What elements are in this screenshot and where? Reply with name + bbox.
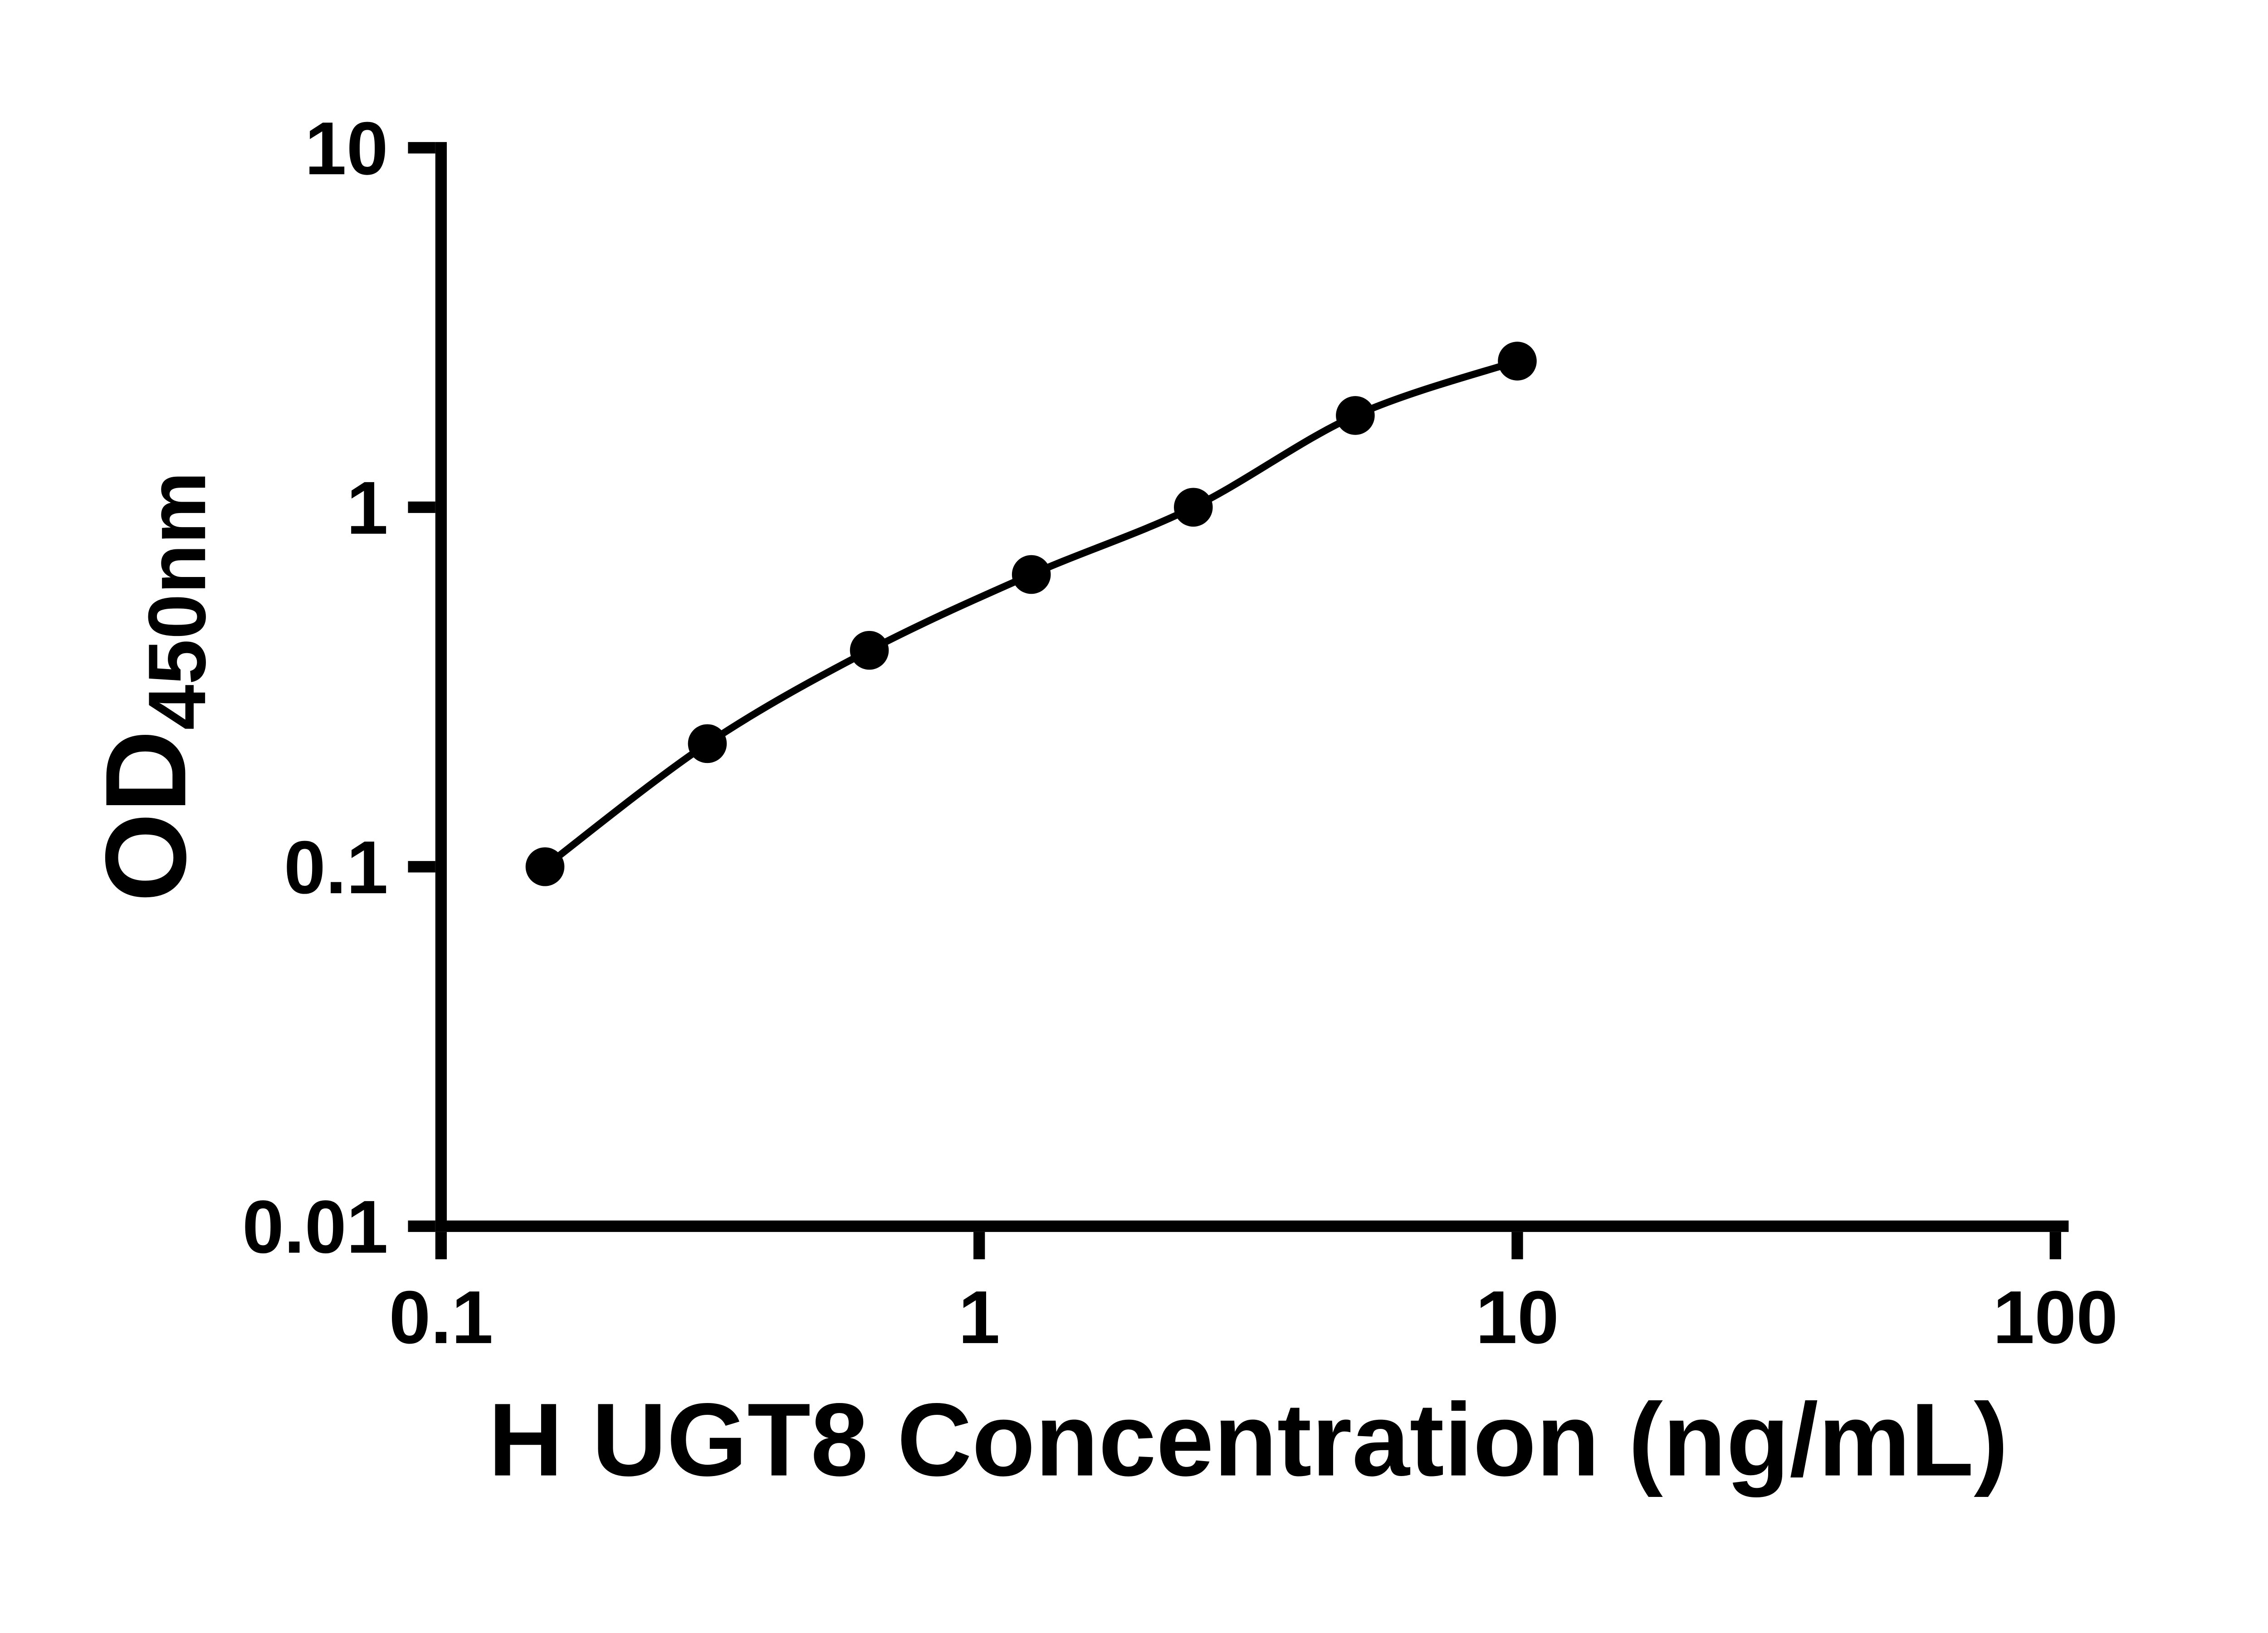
data-point xyxy=(1498,342,1537,381)
y-axis-title-sub: 450nm xyxy=(132,471,223,730)
data-point xyxy=(1173,488,1213,527)
data-point xyxy=(850,631,889,670)
y-axis-title-main: OD xyxy=(81,730,210,902)
y-tick-label: 1 xyxy=(347,466,388,550)
axis-lines xyxy=(435,142,2069,1232)
data-point xyxy=(1012,555,1051,594)
elisa-standard-curve-figure: 0.1 1 10 100 0.01 0.1 1 10 H UGT8 Concentration… xyxy=(81,107,2118,1498)
y-tick-label: 10 xyxy=(305,107,388,191)
y-axis-title: OD450nm xyxy=(81,471,223,902)
y-tick-label: 0.1 xyxy=(284,826,388,909)
x-axis-title: H UGT8 Concentration (ng/mL) xyxy=(488,1382,2008,1498)
x-tick-label: 1 xyxy=(958,1276,1000,1359)
fit-curve xyxy=(543,357,1519,870)
data-point xyxy=(688,724,727,763)
data-point xyxy=(1336,396,1375,435)
y-tick-label: 0.01 xyxy=(242,1185,388,1269)
x-tick-label: 0.1 xyxy=(389,1276,493,1359)
x-tick-label: 10 xyxy=(1476,1276,1559,1359)
data-point xyxy=(525,847,565,886)
x-tick-label: 100 xyxy=(1993,1276,2118,1359)
